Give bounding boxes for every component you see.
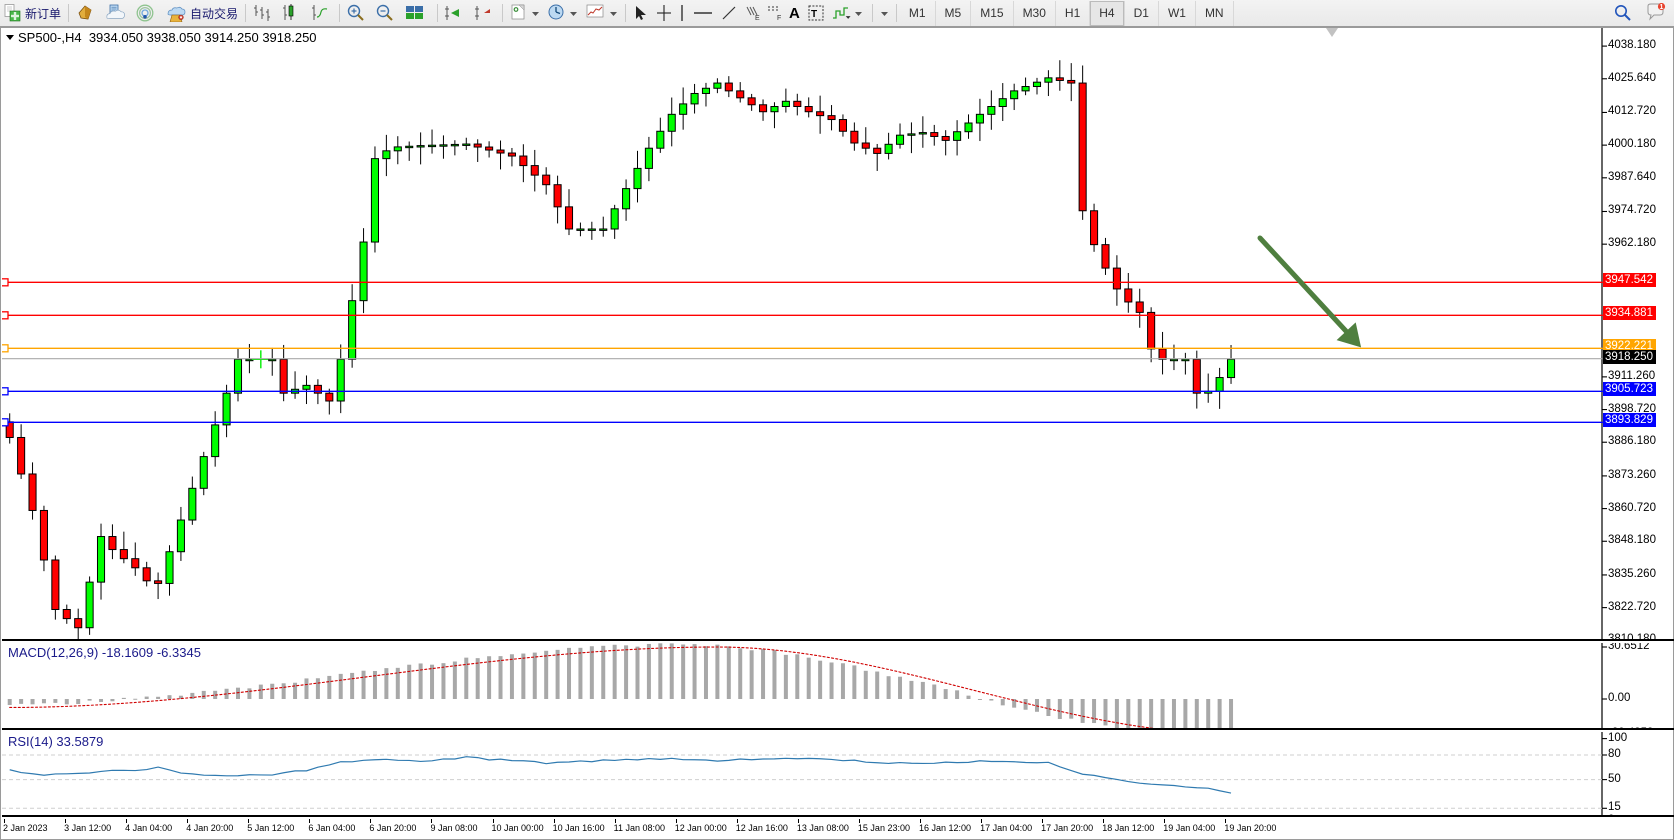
svg-text:F: F xyxy=(777,15,781,21)
svg-text:E: E xyxy=(755,15,760,21)
svg-text:T: T xyxy=(811,9,817,20)
svg-text:1: 1 xyxy=(1660,4,1664,11)
